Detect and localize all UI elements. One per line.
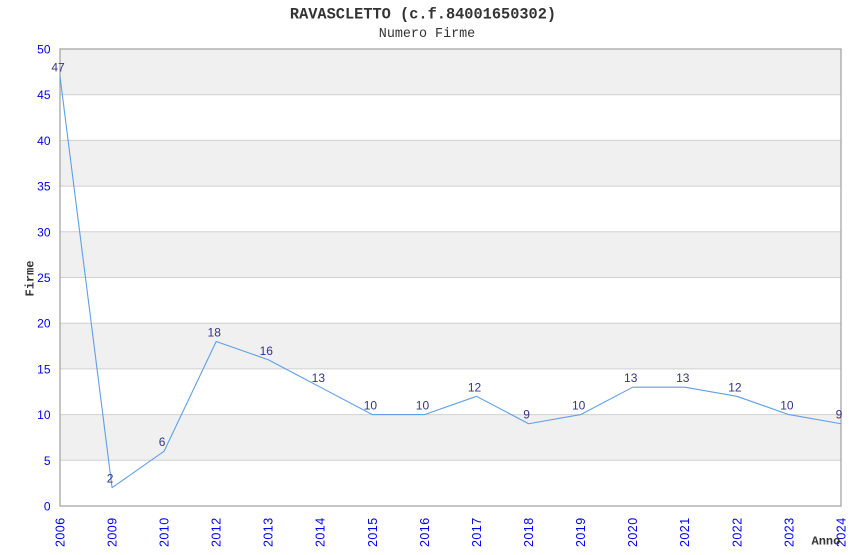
svg-text:10: 10 (780, 399, 794, 413)
svg-text:2: 2 (107, 472, 114, 486)
svg-text:2022: 2022 (730, 517, 744, 547)
svg-text:2016: 2016 (418, 517, 432, 547)
svg-text:9: 9 (836, 408, 843, 422)
svg-text:2018: 2018 (522, 517, 536, 547)
svg-text:Anno: Anno (812, 535, 841, 549)
svg-text:47: 47 (51, 60, 65, 74)
svg-text:2019: 2019 (574, 517, 588, 547)
svg-text:2021: 2021 (678, 517, 692, 547)
svg-text:20: 20 (37, 317, 51, 331)
svg-text:15: 15 (37, 362, 51, 376)
svg-text:13: 13 (676, 371, 690, 385)
svg-text:25: 25 (37, 271, 51, 285)
svg-text:Numero Firme: Numero Firme (379, 27, 475, 42)
svg-text:18: 18 (208, 325, 222, 339)
svg-text:13: 13 (624, 371, 638, 385)
svg-text:2010: 2010 (158, 517, 172, 547)
svg-text:30: 30 (37, 225, 51, 239)
svg-text:12: 12 (468, 380, 482, 394)
svg-text:2015: 2015 (366, 517, 380, 547)
svg-text:10: 10 (572, 399, 586, 413)
svg-text:2017: 2017 (470, 517, 484, 547)
svg-text:2013: 2013 (262, 517, 276, 547)
svg-text:10: 10 (364, 399, 378, 413)
svg-text:50: 50 (37, 43, 51, 57)
svg-text:2014: 2014 (314, 517, 328, 547)
svg-text:45: 45 (37, 88, 51, 102)
svg-text:6: 6 (159, 435, 166, 449)
svg-text:12: 12 (728, 380, 742, 394)
svg-text:10: 10 (37, 408, 51, 422)
svg-text:Firme: Firme (24, 260, 38, 296)
svg-text:2024: 2024 (834, 517, 848, 547)
svg-text:10: 10 (416, 399, 430, 413)
svg-text:2006: 2006 (53, 517, 67, 547)
svg-text:2009: 2009 (105, 517, 119, 547)
svg-text:9: 9 (523, 408, 530, 422)
svg-text:0: 0 (44, 500, 51, 514)
svg-text:5: 5 (44, 454, 51, 468)
svg-text:2023: 2023 (782, 517, 796, 547)
svg-text:16: 16 (260, 344, 274, 358)
svg-text:RAVASCLETTO (c.f.84001650302): RAVASCLETTO (c.f.84001650302) (290, 6, 556, 24)
svg-text:35: 35 (37, 180, 51, 194)
svg-text:13: 13 (312, 371, 326, 385)
svg-text:40: 40 (37, 134, 51, 148)
svg-text:2020: 2020 (626, 517, 640, 547)
svg-text:2012: 2012 (210, 517, 224, 547)
